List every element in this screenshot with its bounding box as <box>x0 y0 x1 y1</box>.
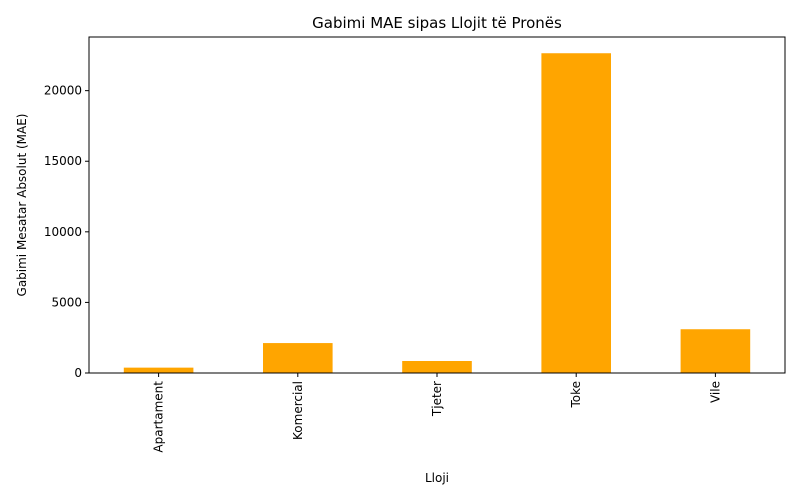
x-axis-label: Lloji <box>425 471 449 485</box>
chart-title: Gabimi MAE sipas Llojit të Pronës <box>312 14 562 32</box>
y-tick-label-5000: 5000 <box>51 295 82 309</box>
y-tick-label-20000: 20000 <box>44 84 82 98</box>
x-tick-label-tjeter: Tjeter <box>430 381 444 417</box>
bar-toke <box>541 53 611 374</box>
x-tick-label-komercial: Komercial <box>291 381 305 440</box>
bar-tjeter <box>402 361 472 373</box>
y-axis-label: Gabimi Mesatar Absolut (MAE) <box>15 114 29 297</box>
x-tick-label-toke: Toke <box>569 381 583 409</box>
y-tick-label-10000: 10000 <box>44 225 82 239</box>
y-tick-label-15000: 15000 <box>44 154 82 168</box>
x-ticks-group: Apartament Komercial Tjeter Toke Vile <box>152 373 722 453</box>
bar-vile <box>680 329 751 373</box>
bar-komercial <box>263 343 333 373</box>
y-ticks-group: 0 5000 10000 15000 20000 <box>44 84 89 380</box>
x-tick-label-vile: Vile <box>708 381 722 403</box>
y-tick-label-0: 0 <box>74 366 82 380</box>
plot-area-frame <box>88 36 786 374</box>
bar-apartament <box>123 367 194 373</box>
x-tick-label-apartament: Apartament <box>152 381 166 453</box>
bars-group <box>123 53 751 374</box>
